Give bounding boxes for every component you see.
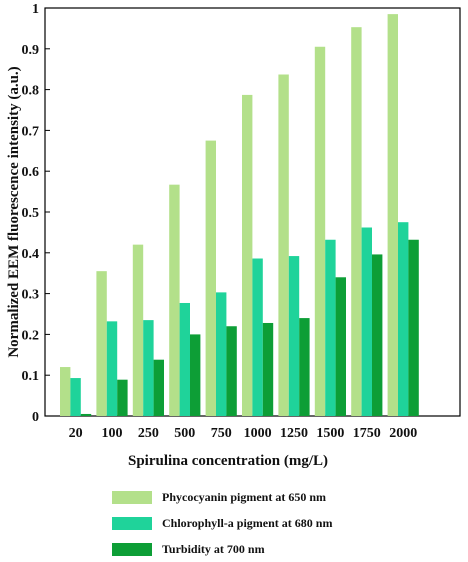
bar-turbidity-1500 <box>335 277 346 416</box>
bar-turbidity-1000 <box>262 322 274 416</box>
bar-turbidity-250 <box>153 359 164 416</box>
legend-swatch-chlorophyll <box>112 516 152 530</box>
bar-phycocyanin-500 <box>169 184 180 416</box>
x-tick-label: 1250 <box>280 426 308 441</box>
bar-chlorophyll-1750 <box>361 227 372 416</box>
x-tick-label: 20 <box>69 426 83 441</box>
legend-swatch-turbidity <box>112 542 152 556</box>
bar-turbidity-1750 <box>372 254 383 416</box>
bar-chlorophyll-2000 <box>398 222 409 416</box>
bar-chlorophyll-100 <box>106 321 118 416</box>
bar-chlorophyll-1000 <box>252 258 263 416</box>
x-tick-label: 750 <box>211 426 232 441</box>
bar-phycocyanin-750 <box>205 140 216 416</box>
bar-phycocyanin-250 <box>132 244 144 416</box>
x-tick-label: 1000 <box>244 426 272 441</box>
bar-chlorophyll-250 <box>143 320 154 416</box>
bar-phycocyanin-2000 <box>387 14 398 417</box>
y-tick-label: 0.2 <box>22 328 40 343</box>
x-tick-label: 1500 <box>316 426 344 441</box>
x-tick-label: 250 <box>138 426 159 441</box>
x-tick-label: 100 <box>102 426 123 441</box>
bar-phycocyanin-1750 <box>351 27 362 417</box>
bar-turbidity-2000 <box>408 239 419 416</box>
legend-swatch-phycocyanin <box>112 490 152 504</box>
bar-phycocyanin-1000 <box>242 94 253 417</box>
legend-item-chlorophyll: Chlorophyll-a pigment at 680 nm <box>112 510 332 536</box>
chart: 0 0.1 0.2 0.3 0.4 0.5 0.6 0.7 0.8 0.9 1 20 100 250 50… <box>6 2 461 469</box>
y-tick-label: 0.6 <box>22 165 40 180</box>
bars-group <box>60 14 419 417</box>
y-tick-label: 0.8 <box>22 84 40 99</box>
legend: Phycocyanin pigment at 650 nm Chlorophyl… <box>112 484 332 562</box>
bar-turbidity-100 <box>117 379 128 416</box>
y-axis-title: Normalized EEM fluorescence intensity (a… <box>6 66 22 357</box>
bar-chlorophyll-20 <box>70 378 81 416</box>
y-tick-label: 0.5 <box>22 206 40 221</box>
y-tick-label: 0.7 <box>22 124 40 139</box>
legend-label-chlorophyll: Chlorophyll-a pigment at 680 nm <box>162 515 333 530</box>
legend-label-phycocyanin: Phycocyanin pigment at 650 nm <box>162 489 327 504</box>
y-tick-label: 0 <box>32 410 39 425</box>
y-tick-label: 0.1 <box>22 369 40 384</box>
bar-turbidity-1250 <box>299 318 310 416</box>
bar-turbidity-750 <box>226 326 237 416</box>
y-tick-label: 0.9 <box>22 43 40 58</box>
x-ticks: 20 100 250 500 750 1000 1250 1500 1750 2000 <box>69 426 418 441</box>
bar-turbidity-20 <box>80 413 92 416</box>
bar-phycocyanin-100 <box>96 271 107 416</box>
x-axis-title: Spirulina concentration (mg/L) <box>128 453 328 469</box>
bar-turbidity-500 <box>190 334 201 416</box>
bar-phycocyanin-1500 <box>314 46 326 416</box>
bar-chlorophyll-750 <box>216 292 227 416</box>
bar-chlorophyll-500 <box>179 302 190 416</box>
x-tick-label: 500 <box>174 426 195 441</box>
bar-chlorophyll-1250 <box>288 256 300 416</box>
y-tick-label: 0.3 <box>22 288 40 303</box>
y-tick-label: 0.4 <box>22 247 40 262</box>
bar-phycocyanin-20 <box>60 367 71 416</box>
y-ticks: 0 0.1 0.2 0.3 0.4 0.5 0.6 0.7 0.8 0.9 1 <box>22 2 50 425</box>
legend-item-turbidity: Turbidity at 700 nm <box>112 536 332 562</box>
legend-label-turbidity: Turbidity at 700 nm <box>162 541 265 556</box>
legend-item-phycocyanin: Phycocyanin pigment at 650 nm <box>112 484 332 510</box>
y-tick-label: 1 <box>32 2 39 17</box>
bar-phycocyanin-1250 <box>278 74 289 416</box>
bar-chlorophyll-1500 <box>325 239 336 416</box>
x-tick-label: 2000 <box>389 426 417 441</box>
x-tick-label: 1750 <box>353 426 381 441</box>
